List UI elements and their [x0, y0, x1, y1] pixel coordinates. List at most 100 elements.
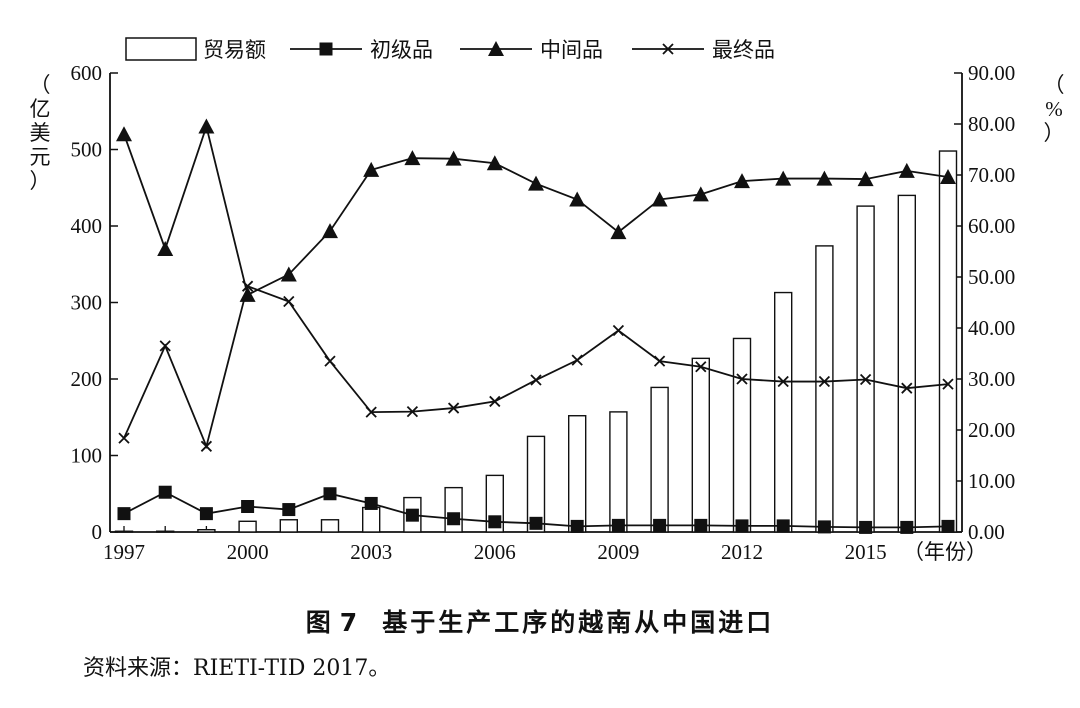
point-intermediate [239, 286, 256, 302]
bar [114, 530, 134, 533]
right-tick-label: 40.00 [968, 316, 1015, 340]
point-primary [900, 520, 914, 534]
right-tick-label: 80.00 [968, 112, 1015, 136]
point-intermediate [651, 191, 668, 207]
source-note: 资料来源：RIETI-TID 2017。 [83, 656, 391, 681]
point-final [736, 373, 748, 385]
bar [568, 415, 587, 533]
point-final [200, 440, 213, 452]
bar [774, 291, 793, 533]
point-primary [447, 512, 461, 526]
bar [238, 520, 257, 533]
point-primary [941, 519, 955, 533]
bar [897, 194, 916, 533]
point-intermediate [157, 240, 174, 256]
point-final [942, 378, 954, 390]
svg-text:（%）: （%） [1044, 73, 1065, 145]
point-final [489, 395, 501, 408]
point-primary [529, 516, 543, 530]
right-tick-label: 70.00 [968, 163, 1015, 187]
chart-svg: 贸易额 初级品 中间品 最终品 （亿美元） （%） 0 100 200 300 400 5… [30, 37, 1065, 564]
left-tick-label: 400 [71, 214, 103, 238]
legend-label-final: 最终品 [712, 38, 775, 62]
point-intermediate [116, 126, 132, 142]
bar [526, 435, 546, 533]
x-tick-label: 2012 [721, 540, 763, 564]
right-tick-label: 90.00 [968, 61, 1015, 85]
point-final [695, 361, 707, 373]
point-final [530, 374, 542, 386]
point-primary [735, 519, 749, 533]
point-intermediate [857, 171, 874, 187]
x-tick-label: 2003 [350, 540, 392, 564]
point-primary [611, 518, 625, 532]
x-axis-unit-label: （年份） [903, 540, 987, 564]
right-axis-title: （%） [1044, 73, 1065, 145]
bar [856, 205, 875, 533]
point-primary [323, 487, 337, 501]
point-intermediate [734, 173, 750, 189]
bar [362, 506, 381, 533]
point-intermediate [445, 150, 462, 166]
legend: 贸易额 初级品 中间品 最终品 [125, 37, 775, 62]
point-intermediate [610, 224, 627, 240]
point-intermediate [775, 170, 792, 186]
svg-text:（亿美元）: （亿美元） [30, 73, 51, 193]
right-tick-label: 30.00 [968, 367, 1015, 391]
legend-label-primary: 初级品 [370, 38, 433, 62]
point-intermediate [280, 266, 297, 282]
bar [815, 245, 834, 533]
point-intermediate [816, 170, 833, 186]
point-intermediate [322, 223, 338, 239]
point-primary [653, 518, 667, 532]
point-primary [817, 520, 831, 534]
left-tick-label: 200 [71, 367, 103, 391]
caption-number: 7 [339, 608, 361, 637]
x-tick-label: 2009 [597, 540, 639, 564]
point-intermediate [198, 118, 215, 134]
legend-square-marker [319, 42, 333, 56]
caption-prefix: 图 [305, 608, 334, 637]
point-primary [570, 519, 584, 533]
point-final [283, 295, 295, 308]
point-intermediate [486, 155, 503, 171]
point-intermediate [898, 162, 915, 178]
point-intermediate [528, 175, 544, 191]
point-primary [694, 518, 708, 532]
left-tick-label: 0 [92, 520, 103, 544]
x-tick-label: 2006 [474, 540, 516, 564]
point-intermediate [363, 161, 380, 177]
figure-caption: 图 7 基于生产工序的越南从中国进口 [0, 603, 1080, 639]
bar [320, 519, 340, 533]
point-final [447, 402, 460, 414]
point-primary [405, 508, 419, 522]
point-primary [199, 507, 213, 521]
point-final [324, 355, 336, 367]
right-tick-label: 10.00 [968, 469, 1015, 493]
point-intermediate [692, 186, 709, 202]
left-tick-label: 100 [71, 444, 103, 468]
point-primary [282, 503, 296, 517]
x-tick-label: 1997 [103, 540, 145, 564]
point-intermediate [940, 169, 956, 185]
point-primary [859, 520, 873, 534]
point-final [777, 375, 789, 388]
legend-triangle-marker [488, 41, 504, 56]
point-primary [241, 500, 255, 513]
right-tick-label: 20.00 [968, 418, 1015, 442]
point-final [653, 355, 666, 367]
point-final [118, 432, 130, 444]
bar [444, 486, 463, 533]
legend-bar-swatch [125, 37, 197, 61]
left-axis-title: （亿美元） [30, 73, 51, 193]
bar [691, 357, 710, 533]
point-final [901, 382, 913, 394]
point-final [612, 324, 625, 337]
point-primary [488, 515, 502, 529]
bar [609, 411, 628, 533]
right-tick-label: 50.00 [968, 265, 1015, 289]
left-tick-label: 500 [71, 138, 103, 162]
bar [279, 519, 298, 533]
point-final [571, 354, 583, 366]
point-final [159, 340, 171, 352]
